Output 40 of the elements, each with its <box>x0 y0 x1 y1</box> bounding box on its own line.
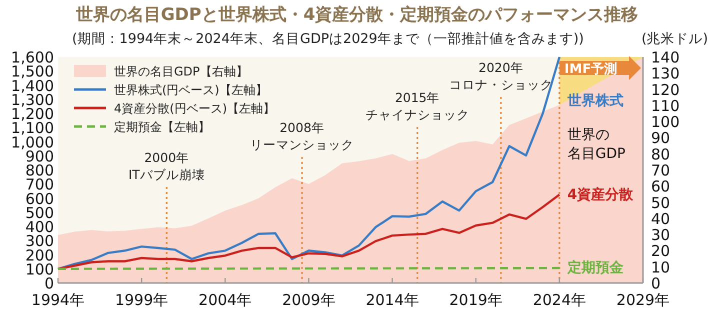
y2-tick-label: 40 <box>651 210 670 228</box>
y2-tick-label: 0 <box>651 274 661 292</box>
legend-label: 定期預金【左軸】 <box>114 120 210 134</box>
legend-label: 4資産分散(円ベース)【左軸】 <box>114 102 275 116</box>
ref-line-label: 2020年コロナ・ショック <box>448 60 553 92</box>
y2-tick-label: 50 <box>651 194 670 212</box>
band-label: IMF予測 <box>564 62 618 77</box>
annotation: 4資産分散 <box>567 186 634 203</box>
y2-tick-label: 80 <box>651 145 670 164</box>
x-tick-label: 2009年 <box>282 291 336 309</box>
y2-tick-label: 120 <box>651 80 680 99</box>
y2-tick-label: 110 <box>651 96 680 115</box>
legend-label: 世界株式(円ベース)【左軸】 <box>114 83 268 97</box>
annotation: 世界の名目GDP <box>567 127 626 162</box>
y2-tick-label: 100 <box>651 113 680 132</box>
chart-subtitle: (期間：1994年末～2024年末、名目GDPは2029年まで（一部推計値を含みます)) <box>72 31 584 47</box>
y2-tick-label: 30 <box>651 226 670 244</box>
legend-label: 世界の名目GDP【右軸】 <box>114 64 248 78</box>
x-tick-label: 2014年 <box>366 291 419 309</box>
x-tick-label: 2004年 <box>198 291 252 309</box>
y2-tick-label: 90 <box>651 129 670 148</box>
annotation: 定期預金 <box>566 259 624 276</box>
x-tick-label: 2019年 <box>449 291 502 309</box>
chart-title: 世界の名目GDPと世界株式・4資産分散・定期預金のパフォーマンス推移 <box>74 5 638 25</box>
annotation: 世界株式 <box>566 93 624 109</box>
y-tick-label: 1,600 <box>11 48 54 66</box>
y2-tick-label: 130 <box>651 64 680 83</box>
ref-line-label: 2008年リーマンショック <box>250 120 354 152</box>
y2-axis-title: (兆米ドル) <box>641 31 708 47</box>
ref-line-label: 2015年チャイナショック <box>365 90 470 122</box>
y2-tick-label: 70 <box>651 162 670 180</box>
y2-tick-label: 20 <box>651 242 670 260</box>
y2-tick-label: 60 <box>651 178 670 196</box>
ref-line-label: 2000年ITバブル崩壊 <box>128 150 205 182</box>
y2-tick-label: 140 <box>651 48 680 66</box>
x-tick-label: 1999年 <box>114 291 168 309</box>
x-tick-label: 2024年 <box>532 291 586 309</box>
x-tick-label: 1994年 <box>31 291 85 309</box>
x-tick-label: 2029年 <box>616 291 670 309</box>
y2-tick-label: 10 <box>651 258 670 276</box>
